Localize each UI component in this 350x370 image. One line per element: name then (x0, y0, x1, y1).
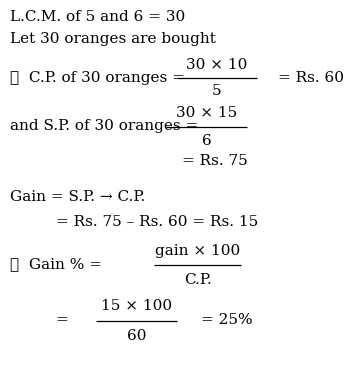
Text: 15 × 100: 15 × 100 (101, 299, 172, 313)
Text: ∴  C.P. of 30 oranges =: ∴ C.P. of 30 oranges = (10, 71, 190, 85)
Text: 30 × 10: 30 × 10 (186, 58, 248, 72)
Text: =: = (56, 313, 74, 327)
Text: = Rs. 75 – Rs. 60 = Rs. 15: = Rs. 75 – Rs. 60 = Rs. 15 (56, 215, 258, 229)
Text: 5: 5 (212, 84, 222, 98)
Text: Gain = S.P. → C.P.: Gain = S.P. → C.P. (10, 190, 146, 204)
Text: 6: 6 (202, 134, 211, 148)
Text: = 25%: = 25% (201, 313, 253, 327)
Text: = Rs. 60: = Rs. 60 (278, 71, 344, 85)
Text: Let 30 oranges are bought: Let 30 oranges are bought (10, 32, 216, 46)
Text: gain × 100: gain × 100 (155, 244, 240, 258)
Text: = Rs. 75: = Rs. 75 (182, 154, 248, 168)
Text: 30 × 15: 30 × 15 (176, 106, 237, 120)
Text: and S.P. of 30 oranges =: and S.P. of 30 oranges = (10, 119, 204, 133)
Text: 60: 60 (127, 329, 146, 343)
Text: ∴  Gain % =: ∴ Gain % = (10, 258, 107, 272)
Text: C.P.: C.P. (184, 273, 212, 287)
Text: L.C.M. of 5 and 6 = 30: L.C.M. of 5 and 6 = 30 (10, 10, 186, 24)
